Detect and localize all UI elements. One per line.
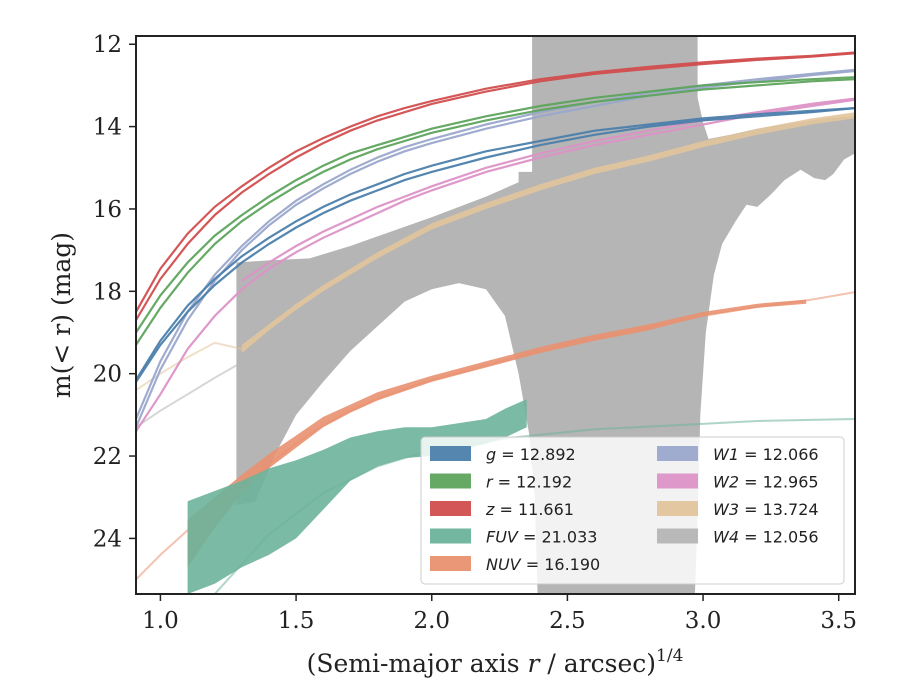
legend-label-nuv: NUV = 16.190 bbox=[486, 555, 600, 574]
series-r bbox=[136, 76, 855, 346]
legend-label-w1: W1 = 12.066 bbox=[713, 445, 819, 464]
legend-label-r: r = 12.192 bbox=[486, 473, 572, 492]
y-axis: 12 14 16 18 20 22 24 bbox=[93, 32, 136, 552]
y-tick-label: 16 bbox=[93, 197, 122, 223]
y-tick-label: 22 bbox=[93, 444, 122, 470]
legend-label-w3: W3 = 13.724 bbox=[713, 500, 819, 519]
y-tick-label: 18 bbox=[93, 279, 122, 305]
legend-swatch-w3 bbox=[657, 501, 698, 516]
x-axis-label: (Semi-major axis r / arcsec)1/4 bbox=[307, 646, 684, 678]
legend-label-z: z = 11.661 bbox=[485, 500, 574, 519]
legend-swatch-z bbox=[430, 501, 471, 516]
x-tick-label: 1.5 bbox=[278, 608, 315, 634]
series-r-line-2 bbox=[136, 76, 855, 334]
series-nuv-band bbox=[187, 299, 807, 568]
legend-swatch-r bbox=[430, 473, 471, 489]
legend-swatch-fuv bbox=[430, 528, 471, 544]
x-tick-label: 1.0 bbox=[142, 608, 179, 634]
legend: g = 12.892 r = 12.192 z = 11.661 FUV = 21.0… bbox=[420, 436, 845, 585]
y-tick-label: 12 bbox=[93, 32, 122, 58]
legend-label-w2: W2 = 12.965 bbox=[713, 473, 819, 492]
series-z bbox=[136, 51, 855, 321]
plot-frame bbox=[135, 35, 856, 595]
series-g-line-2 bbox=[136, 107, 855, 381]
y-tick-label: 20 bbox=[93, 362, 122, 388]
legend-label-g: g = 12.892 bbox=[486, 445, 576, 464]
x-tick-label: 3.5 bbox=[820, 608, 857, 634]
series-g-line-1 bbox=[136, 107, 855, 383]
x-tick-label: 3.0 bbox=[685, 608, 722, 634]
series-r-line-1 bbox=[136, 78, 855, 346]
y-tick-label: 24 bbox=[93, 526, 122, 552]
series-g bbox=[136, 107, 855, 383]
x-tick-label: 2.0 bbox=[413, 608, 450, 634]
series-w4-band bbox=[236, 36, 855, 594]
legend-swatch-w2 bbox=[657, 473, 698, 489]
y-axis-label: m(< r) (mag) bbox=[47, 232, 76, 398]
series-w2-line-1 bbox=[136, 98, 855, 432]
legend-swatch-nuv bbox=[430, 556, 471, 571]
series-w4 bbox=[136, 36, 855, 594]
y-tick-label: 14 bbox=[93, 115, 122, 141]
series-z-line-1 bbox=[136, 52, 855, 321]
legend-swatch-g bbox=[430, 446, 471, 461]
legend-label-w4: W4 = 12.056 bbox=[713, 528, 819, 547]
x-axis: 1.0 1.5 2.0 2.5 3.0 3.5 bbox=[142, 594, 857, 634]
legend-label-fuv: FUV = 21.033 bbox=[486, 528, 597, 547]
legend-swatch-w1 bbox=[657, 446, 698, 461]
legend-box bbox=[420, 436, 845, 585]
x-tick-label: 2.5 bbox=[549, 608, 586, 634]
legend-swatch-w4 bbox=[657, 528, 698, 544]
series-z-line-2 bbox=[136, 51, 855, 313]
